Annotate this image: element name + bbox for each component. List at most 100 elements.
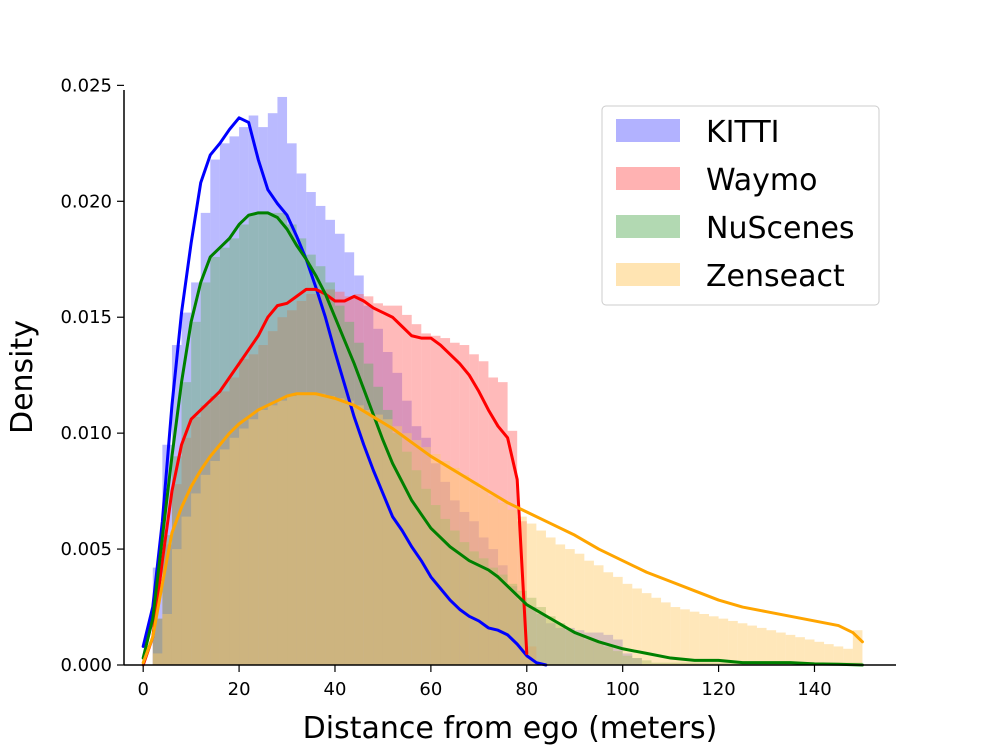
hist-bar-waymo [430, 335, 441, 665]
hist-nuscenes [152, 212, 863, 666]
kde-line-nuscenes [141, 211, 864, 667]
hist-bar-kitti [593, 632, 604, 665]
hist-bar-nuscenes [200, 282, 211, 665]
hist-bar-kitti [200, 212, 211, 665]
hist-bar-zenseact [708, 616, 719, 665]
hist-bar-waymo [191, 416, 201, 665]
hist-bar-waymo [152, 618, 163, 665]
hist-bar-zenseact [814, 641, 825, 665]
hist-bar-nuscenes [536, 607, 546, 665]
hist-bar-zenseact [526, 523, 537, 665]
hist-bar-zenseact [603, 572, 614, 665]
hist-bar-waymo [219, 391, 230, 665]
hist-bar-zenseact [718, 618, 729, 665]
hist-waymo [152, 289, 537, 666]
hist-bar-zenseact [661, 602, 671, 665]
hist-bar-nuscenes [210, 256, 220, 665]
hist-bar-kitti [584, 632, 594, 665]
hist-bar-zenseact [536, 530, 546, 665]
x-tick-label: 0 [137, 679, 148, 700]
hist-bar-zenseact [219, 449, 230, 666]
kde-line-zenseact [141, 392, 864, 665]
hist-bar-kitti [191, 282, 201, 665]
hist-bar-nuscenes [603, 646, 614, 665]
hist-bar-kitti [555, 627, 566, 665]
hist-bar-zenseact [852, 630, 863, 665]
hist-bar-kitti [267, 113, 278, 665]
hist-bar-zenseact [382, 419, 393, 665]
x-tick-label: 20 [228, 679, 251, 700]
hist-bar-waymo [210, 396, 220, 665]
hist-bar-zenseact [545, 537, 556, 665]
hist-bar-zenseact [555, 544, 566, 665]
hist-bar-nuscenes [699, 662, 709, 665]
hist-bar-kitti [402, 400, 412, 665]
hist-bar-nuscenes [277, 212, 288, 665]
hist-bar-waymo [382, 305, 393, 666]
x-tick-label: 60 [419, 679, 442, 700]
hist-bar-waymo [344, 296, 355, 665]
hist-bar-kitti [363, 305, 374, 666]
y-tick-label: 0.025 [60, 75, 112, 96]
hist-bar-kitti [171, 345, 182, 665]
hist-bar-zenseact [795, 637, 805, 665]
hist-bar-waymo [488, 377, 499, 665]
hist-bar-zenseact [296, 393, 307, 665]
hist-bar-zenseact [565, 549, 575, 665]
hist-bar-kitti [354, 275, 364, 665]
x-axis-title: Distance from ego (meters) [303, 711, 718, 746]
hist-bar-kitti [315, 205, 326, 665]
hist-bar-nuscenes [728, 662, 738, 665]
hist-bar-nuscenes [354, 342, 364, 665]
hist-bar-kitti [287, 143, 297, 665]
hist-bar-zenseact [469, 481, 479, 665]
hist-bar-zenseact [363, 409, 374, 665]
legend-label-zenseact: Zenseact [706, 259, 845, 294]
hist-bar-kitti [219, 143, 230, 665]
hist-bar-nuscenes [555, 623, 566, 665]
hist-bar-waymo [526, 646, 537, 665]
hist-bar-zenseact [737, 623, 748, 665]
hist-bar-zenseact [181, 516, 192, 665]
hist-bar-kitti [545, 623, 556, 665]
hist-bar-zenseact [210, 460, 220, 665]
hist-bar-zenseact [824, 644, 834, 665]
hist-bar-waymo [411, 324, 422, 665]
hist-bar-nuscenes [306, 254, 316, 665]
x-tick-label: 100 [606, 679, 640, 700]
hist-bar-nuscenes [661, 662, 671, 665]
hist-bar-nuscenes [287, 224, 297, 666]
hist-bar-waymo [162, 544, 172, 665]
hist-bar-nuscenes [239, 224, 249, 666]
hist-bar-waymo [171, 484, 182, 665]
hist-bar-zenseact [843, 648, 853, 665]
hist-bar-kitti [229, 136, 240, 665]
y-tick-label: 0.015 [60, 307, 112, 328]
hist-bar-nuscenes [517, 590, 527, 665]
hist-bar-zenseact [766, 630, 777, 665]
hist-bar-zenseact [191, 493, 201, 665]
hist-bar-nuscenes [565, 630, 575, 665]
hist-bar-nuscenes [670, 662, 681, 665]
hist-bar-zenseact [258, 409, 268, 665]
hist-bar-zenseact [584, 560, 594, 665]
hist-bar-zenseact [680, 609, 690, 665]
hist-bar-zenseact [785, 634, 796, 665]
kde-layer [141, 116, 864, 667]
hist-bar-nuscenes [296, 238, 307, 665]
hist-bar-kitti [296, 173, 307, 665]
hist-bar-nuscenes [526, 597, 537, 665]
hist-bar-kitti [488, 549, 499, 665]
hist-bar-waymo [296, 300, 307, 665]
hist-bar-zenseact [287, 396, 297, 665]
hist-bar-waymo [239, 358, 249, 665]
hist-bar-zenseact [450, 467, 460, 665]
hist-bar-zenseact [239, 428, 249, 665]
hist-bar-nuscenes [641, 660, 652, 665]
y-axis-title: Density [5, 320, 40, 434]
hist-bar-waymo [478, 361, 489, 665]
hist-bar-nuscenes [248, 215, 259, 665]
hist-bar-kitti [440, 481, 451, 665]
hist-bar-waymo [498, 382, 508, 665]
